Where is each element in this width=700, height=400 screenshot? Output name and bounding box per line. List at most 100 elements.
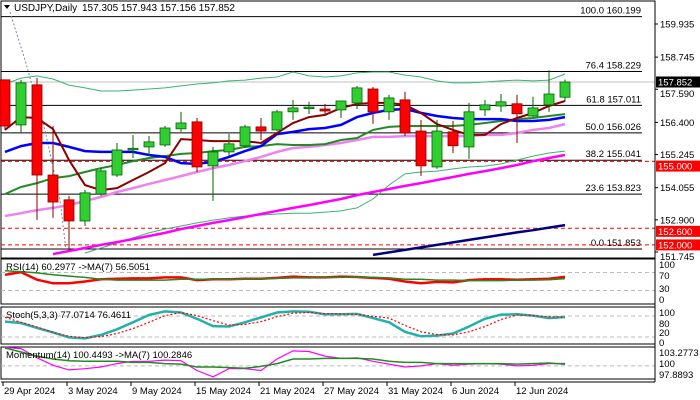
support-price-label: 155.000 [658, 162, 692, 173]
candle-body [511, 103, 523, 115]
candle-body [111, 149, 123, 176]
candle-body [415, 130, 427, 167]
candle [415, 119, 427, 176]
current-price-tag [656, 76, 700, 88]
price-tick-label: 155.245 [660, 150, 694, 161]
candle [511, 94, 523, 144]
ma-green-line [4, 113, 566, 195]
candle-body [431, 130, 443, 168]
date-label: 27 May 2024 [324, 386, 379, 397]
date-label: 29 Apr 2024 [4, 386, 55, 397]
candle-body [175, 122, 187, 130]
candle-body [367, 88, 379, 113]
candle [63, 195, 75, 250]
candle [0, 79, 11, 130]
candle [447, 121, 459, 154]
stoch-title: Stoch(5,3,3) 77.0714 76.4611 [6, 310, 131, 321]
candle [287, 99, 299, 120]
chart-header[interactable]: USDJPY,Daily 157.305 157.943 157.156 157… [4, 3, 235, 14]
candle [15, 79, 27, 133]
support-price-tag [656, 225, 700, 237]
candle [271, 109, 283, 132]
date-label: 3 May 2024 [68, 386, 118, 397]
fib-label: 0.0 151.853 [591, 238, 641, 249]
fib-label: 23.6 153.823 [586, 183, 641, 194]
price-tick-label: 154.055 [660, 183, 694, 194]
triangle-down-icon[interactable] [4, 5, 10, 9]
candle-body [31, 84, 43, 176]
moving-averages [4, 71, 566, 257]
fib-label: 61.8 157.011 [586, 94, 641, 105]
ma-navy-line [372, 223, 566, 257]
candle [239, 124, 251, 149]
candle-body [463, 111, 475, 148]
ohlc-readout: 157.305 157.943 157.156 157.852 [82, 3, 235, 14]
momentum-title: Momentum(14) 100.4493 ->MA(7) 100.2846 [6, 350, 192, 361]
candle-body [47, 174, 59, 203]
indicator-tick-label: 0 [659, 338, 664, 349]
ma-magenta-line [52, 153, 566, 256]
candle [95, 167, 107, 196]
price-panel-frame [0, 0, 656, 259]
price-tick-label: 151.745 [660, 252, 694, 263]
candle [559, 79, 571, 102]
fib-label: 50.0 156.026 [586, 122, 641, 133]
fib-label: 38.2 155.041 [586, 149, 641, 160]
candle [383, 94, 395, 120]
candle [255, 117, 267, 140]
candle-body [143, 141, 155, 148]
fib-label: 76.4 158.229 [586, 60, 641, 71]
candle [143, 136, 155, 156]
candle-body [79, 192, 91, 222]
candle-body [447, 131, 459, 147]
support-price-tag [656, 239, 700, 251]
candle-body [15, 82, 27, 126]
date-label: 21 May 2024 [260, 386, 315, 397]
candle [207, 146, 219, 201]
candle-body [351, 87, 363, 104]
support-price-label: 152.000 [658, 240, 692, 251]
candle-body [527, 107, 539, 117]
candle [431, 119, 443, 169]
candle [463, 102, 475, 159]
indicator-tick-label: 103.2773 [659, 348, 699, 359]
candle-body [335, 100, 347, 111]
candle [495, 94, 507, 112]
candle-body [303, 106, 315, 110]
candle-body [287, 107, 299, 113]
date-label: 6 Jun 2024 [452, 386, 499, 397]
band-lower-line [84, 150, 566, 254]
candle [335, 100, 347, 118]
candle-body [559, 81, 571, 98]
candle-body [383, 97, 395, 113]
candle-body [543, 93, 555, 106]
candle-body [127, 147, 139, 151]
candle [191, 117, 203, 172]
candle [175, 111, 187, 132]
candle [527, 96, 539, 118]
candle-body [0, 79, 11, 127]
candle [223, 133, 235, 156]
indicator-tick-label: 100 [659, 359, 675, 370]
current-price-label: 157.852 [658, 77, 692, 88]
indicator-tick-label: 100 [659, 308, 675, 319]
candle [303, 101, 315, 115]
band-upper-line [4, 71, 566, 92]
candle [127, 134, 139, 159]
candle-body [255, 126, 267, 132]
candle [479, 99, 491, 117]
date-label: 9 May 2024 [132, 386, 182, 397]
candle-body [159, 127, 171, 146]
price-tick-label: 152.900 [660, 215, 694, 226]
indicator-tick-label: 70 [659, 271, 670, 282]
candle-body [63, 199, 75, 222]
candle-body [479, 104, 491, 111]
candle-body [191, 121, 203, 168]
candle-body [207, 151, 219, 167]
candle-body [495, 101, 507, 107]
candle-body [399, 99, 411, 134]
date-label: 31 May 2024 [388, 386, 443, 397]
candle [47, 126, 59, 218]
